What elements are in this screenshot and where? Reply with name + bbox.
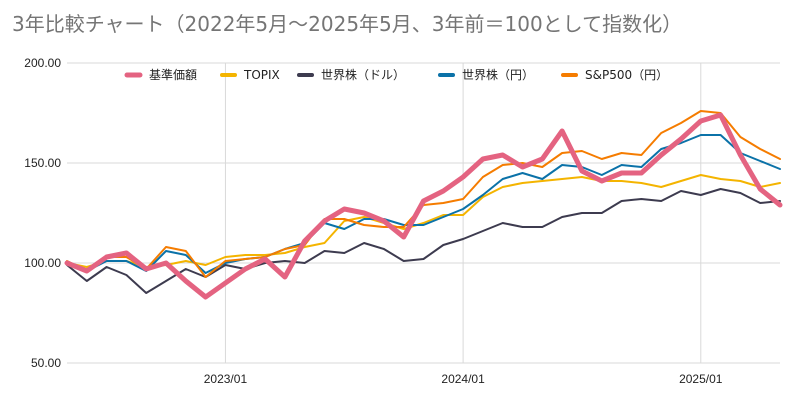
x-tick-label: 2025/01 bbox=[679, 372, 723, 386]
legend-label: 基準価額 bbox=[149, 67, 197, 82]
series-line-2 bbox=[66, 188, 781, 294]
legend-label: 世界株（円） bbox=[462, 67, 534, 82]
series-line-1 bbox=[66, 174, 781, 268]
series-line-0 bbox=[64, 112, 783, 300]
legend-label: S&P500（円） bbox=[585, 68, 668, 82]
legend-label: TOPIX bbox=[243, 68, 280, 82]
chart-title: 3年比較チャート（2022年5月～2025年5月、3年前＝100として指数化） bbox=[12, 12, 683, 36]
y-tick-label: 150.00 bbox=[24, 156, 61, 170]
x-tick-label: 2024/01 bbox=[441, 372, 485, 386]
legend-label: 世界株（ドル） bbox=[321, 67, 405, 82]
series-line-3 bbox=[66, 134, 781, 274]
y-tick-label: 100.00 bbox=[24, 256, 61, 270]
x-tick-label: 2023/01 bbox=[204, 372, 248, 386]
y-tick-label: 50.00 bbox=[31, 356, 61, 370]
y-tick-label: 200.00 bbox=[24, 56, 61, 70]
